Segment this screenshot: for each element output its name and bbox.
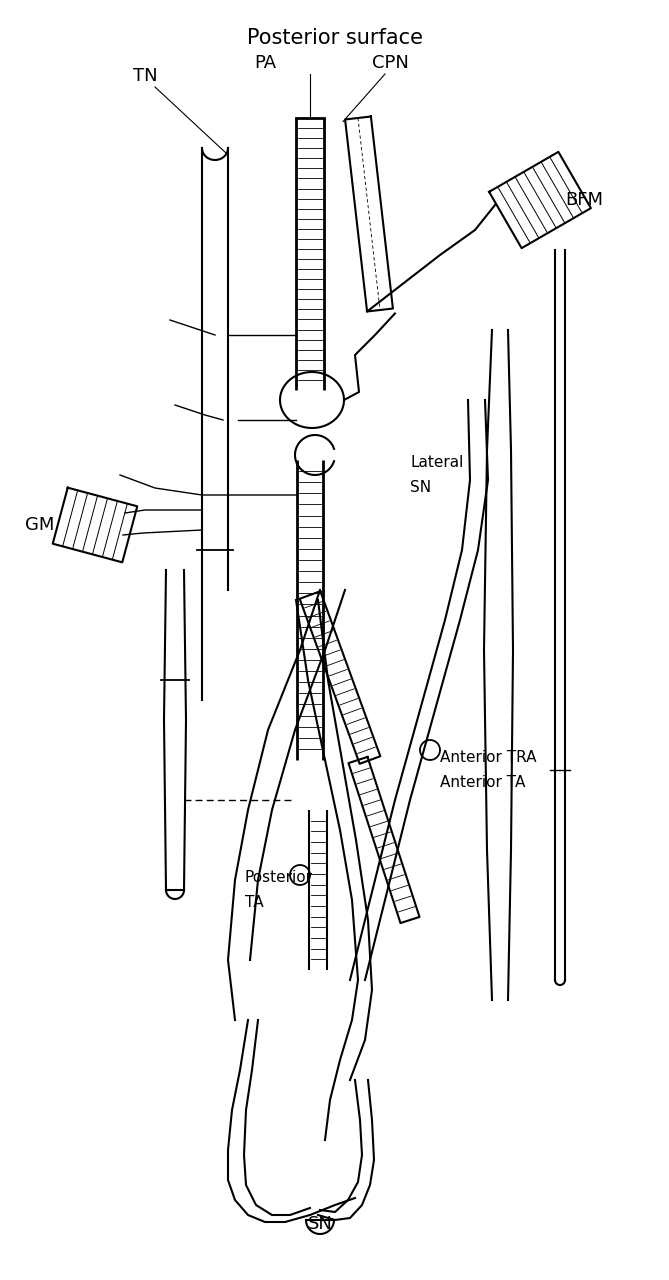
Text: Anterior TRA: Anterior TRA bbox=[440, 750, 537, 765]
Text: Anterior TA: Anterior TA bbox=[440, 774, 525, 790]
Text: CPN: CPN bbox=[371, 54, 409, 72]
Text: GM: GM bbox=[25, 516, 54, 534]
Text: TN: TN bbox=[132, 67, 157, 84]
Text: Posterior: Posterior bbox=[245, 870, 313, 884]
Text: Lateral: Lateral bbox=[410, 454, 464, 470]
Text: SN: SN bbox=[410, 480, 431, 495]
Text: TA: TA bbox=[245, 895, 264, 910]
Text: BFM: BFM bbox=[565, 191, 603, 209]
Text: PA: PA bbox=[254, 54, 276, 72]
Text: SN: SN bbox=[308, 1215, 332, 1233]
Text: Posterior surface: Posterior surface bbox=[247, 28, 423, 47]
